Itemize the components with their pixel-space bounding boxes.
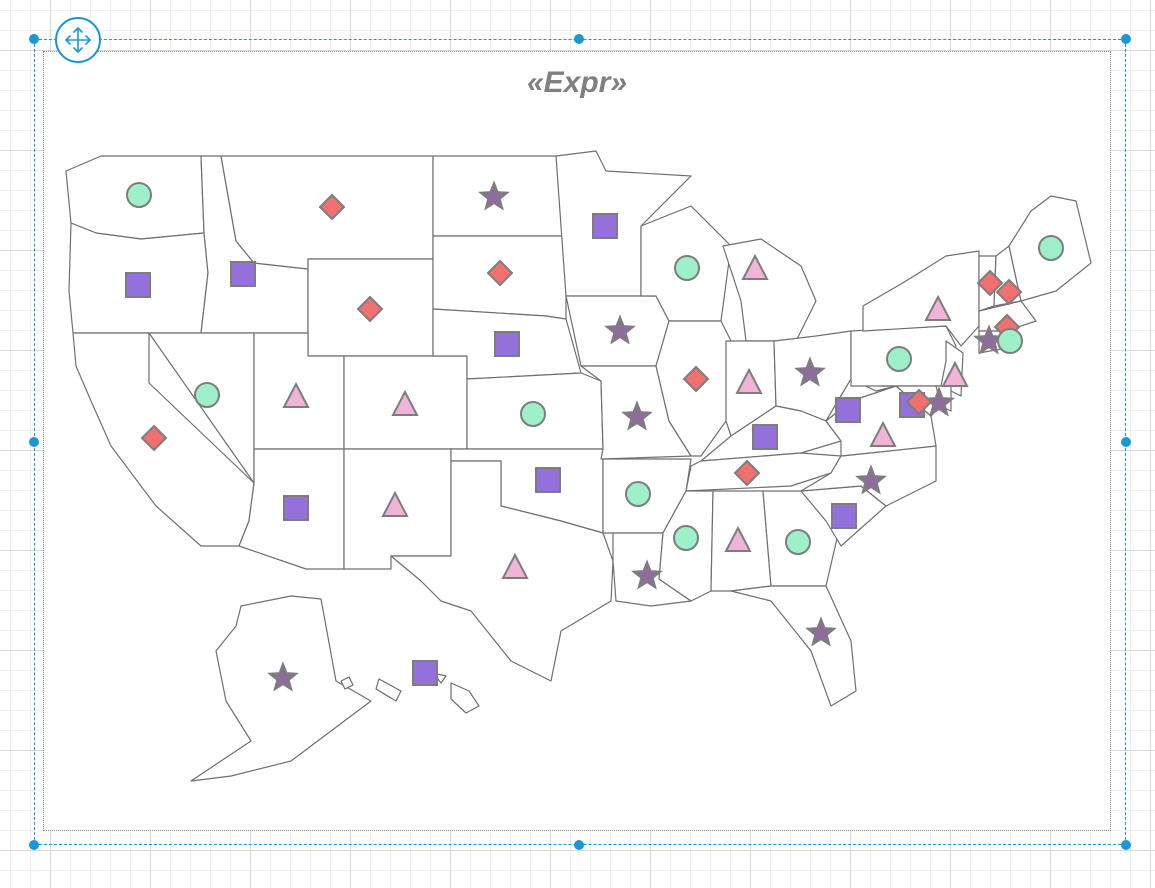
- marker-kansas: [520, 401, 546, 427]
- marker-rhode-island: [997, 328, 1023, 354]
- marker-florida: [805, 616, 837, 647]
- map-title: «Expr»: [526, 66, 628, 99]
- marker-nevada: [194, 382, 220, 408]
- marker-tennessee: [733, 459, 761, 487]
- marker-south-dakota: [486, 259, 514, 287]
- marker-delaware: [923, 386, 955, 417]
- move-handle[interactable]: [55, 17, 101, 63]
- marker-illinois: [682, 365, 710, 393]
- marker-maine: [1038, 235, 1064, 261]
- marker-michigan: [741, 253, 769, 280]
- marker-oregon: [125, 272, 151, 298]
- move-arrows-icon: [65, 27, 91, 53]
- state-florida: [730, 585, 857, 707]
- marker-arkansas: [625, 481, 651, 507]
- marker-dc: [905, 388, 933, 416]
- marker-colorado: [391, 389, 419, 416]
- marker-indiana: [735, 367, 763, 394]
- resize-handle-bottom-right[interactable]: [1121, 840, 1131, 850]
- resize-handle-top[interactable]: [574, 34, 584, 44]
- state-shapes: [65, 150, 1092, 782]
- resize-handle-bottom-left[interactable]: [29, 840, 39, 850]
- marker-west-virginia: [835, 397, 861, 423]
- marker-new-hampshire: [995, 278, 1023, 306]
- marker-utah: [282, 381, 310, 408]
- state-alaska: [190, 595, 372, 782]
- marker-montana: [318, 193, 346, 221]
- state-michigan: [722, 238, 817, 342]
- marker-new-jersey: [941, 360, 969, 387]
- marker-alabama: [724, 525, 752, 552]
- marker-mississippi: [673, 525, 699, 551]
- marker-washington: [126, 182, 152, 208]
- marker-minnesota: [592, 213, 618, 239]
- resize-handle-top-right[interactable]: [1121, 34, 1131, 44]
- marker-missouri: [621, 400, 653, 431]
- marker-new-york: [924, 294, 952, 321]
- marker-nebraska: [494, 331, 520, 357]
- marker-ohio: [794, 356, 826, 387]
- map-component[interactable]: «Expr»: [43, 51, 1111, 831]
- state-hawaii: [340, 672, 480, 714]
- marker-idaho: [230, 261, 256, 287]
- marker-pennsylvania: [886, 346, 912, 372]
- marker-virginia: [869, 420, 897, 447]
- marker-north-dakota: [478, 180, 510, 211]
- marker-oklahoma: [535, 467, 561, 493]
- resize-handle-right[interactable]: [1121, 437, 1131, 447]
- resize-handle-bottom[interactable]: [574, 840, 584, 850]
- marker-georgia: [785, 529, 811, 555]
- marker-wisconsin: [674, 255, 700, 281]
- marker-vermont: [976, 269, 1004, 297]
- resize-handle-top-left[interactable]: [29, 34, 39, 44]
- marker-north-carolina: [855, 464, 887, 495]
- marker-texas: [501, 552, 529, 579]
- resize-handle-left[interactable]: [29, 437, 39, 447]
- marker-iowa: [604, 314, 636, 345]
- state-texas: [390, 460, 614, 682]
- marker-hawaii: [412, 660, 438, 686]
- marker-arizona: [283, 495, 309, 521]
- marker-california: [140, 424, 168, 452]
- marker-wyoming: [356, 295, 384, 323]
- marker-new-mexico: [381, 490, 409, 517]
- marker-layer: [125, 180, 1064, 692]
- marker-south-carolina: [831, 503, 857, 529]
- marker-kentucky: [752, 424, 778, 450]
- marker-alaska: [267, 661, 299, 692]
- us-map: [65, 150, 1092, 782]
- marker-louisiana: [631, 559, 663, 590]
